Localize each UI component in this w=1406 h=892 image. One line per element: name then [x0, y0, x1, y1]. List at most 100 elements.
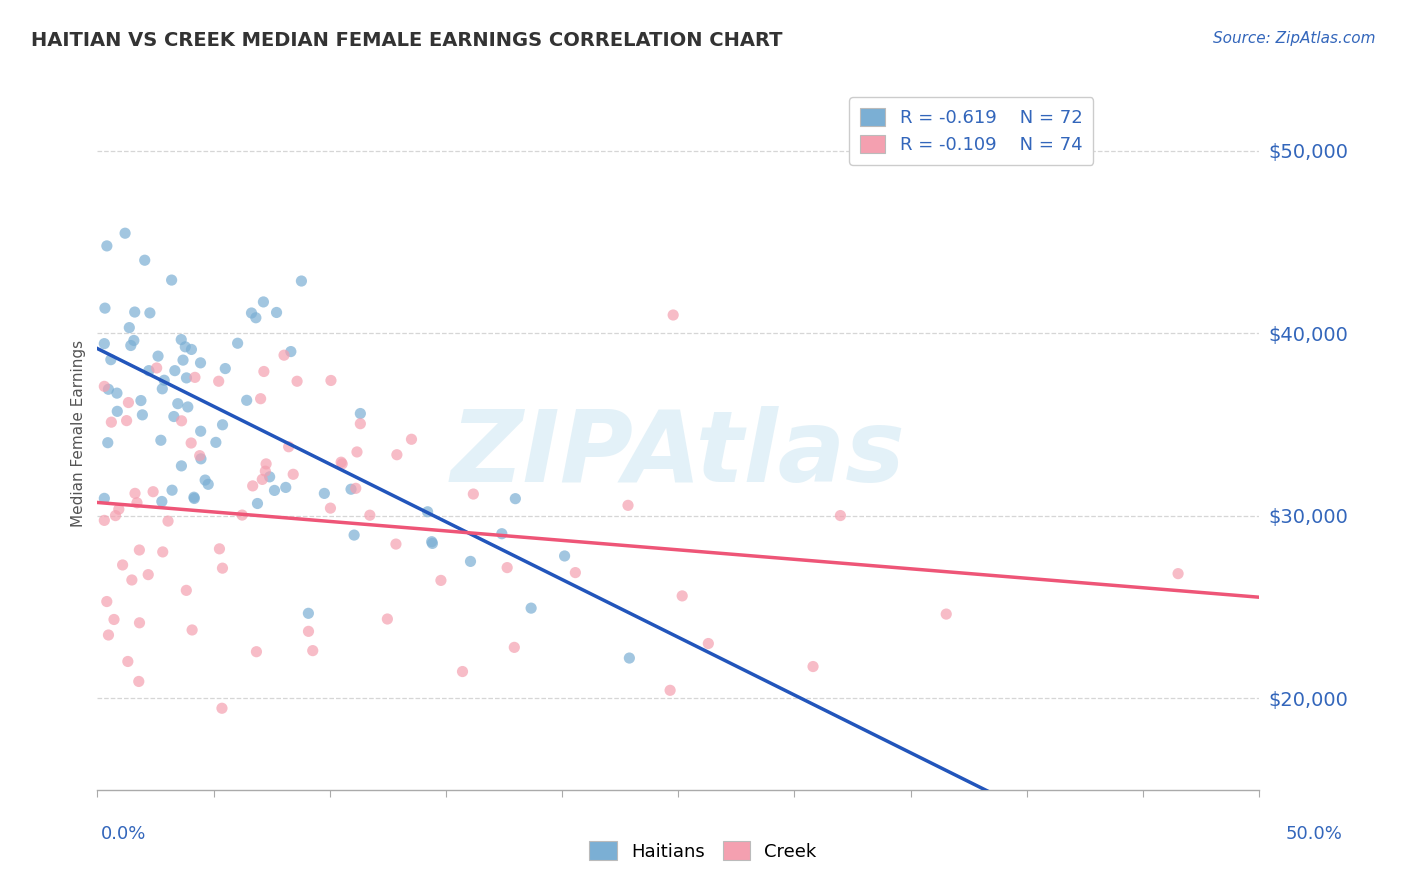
Point: [297, 624, 319, 639]
Point: [340, 482, 363, 496]
Point: [211, 701, 233, 715]
Point: [93, 491, 115, 506]
Point: [564, 566, 586, 580]
Point: [935, 607, 957, 621]
Point: [105, 386, 128, 401]
Point: [1167, 566, 1189, 581]
Point: [105, 404, 128, 418]
Point: [134, 253, 156, 268]
Point: [349, 417, 371, 431]
Text: HAITIAN VS CREEK MEDIAN FEMALE EARNINGS CORRELATION CHART: HAITIAN VS CREEK MEDIAN FEMALE EARNINGS …: [31, 31, 782, 50]
Point: [503, 640, 526, 655]
Point: [520, 601, 543, 615]
Point: [671, 589, 693, 603]
Text: 50.0%: 50.0%: [1286, 825, 1343, 843]
Point: [124, 486, 146, 500]
Point: [170, 414, 193, 428]
Point: [253, 364, 276, 378]
Point: [176, 371, 198, 385]
Point: [283, 467, 305, 482]
Point: [285, 374, 308, 388]
Point: [114, 226, 136, 240]
Point: [205, 435, 228, 450]
Point: [211, 561, 233, 575]
Point: [170, 333, 193, 347]
Point: [208, 541, 231, 556]
Point: [290, 274, 312, 288]
Point: [117, 395, 139, 409]
Point: [451, 665, 474, 679]
Point: [214, 361, 236, 376]
Point: [496, 560, 519, 574]
Point: [208, 374, 231, 388]
Point: [163, 409, 186, 424]
Point: [163, 364, 186, 378]
Point: [662, 308, 685, 322]
Point: [254, 464, 277, 478]
Point: [401, 432, 423, 446]
Point: [183, 491, 205, 506]
Point: [617, 499, 640, 513]
Point: [160, 483, 183, 498]
Point: [349, 407, 371, 421]
Point: [297, 607, 319, 621]
Point: [280, 344, 302, 359]
Legend: Haitians, Creek: Haitians, Creek: [581, 832, 825, 870]
Point: [226, 336, 249, 351]
Point: [128, 674, 150, 689]
Point: [619, 651, 641, 665]
Point: [252, 294, 274, 309]
Point: [138, 364, 160, 378]
Point: [108, 502, 131, 516]
Point: [319, 501, 342, 516]
Point: [240, 306, 263, 320]
Point: [346, 445, 368, 459]
Point: [153, 373, 176, 387]
Point: [235, 393, 257, 408]
Point: [491, 526, 513, 541]
Point: [149, 434, 172, 448]
Point: [344, 481, 367, 495]
Point: [96, 239, 118, 253]
Point: [254, 457, 277, 471]
Point: [121, 573, 143, 587]
Text: 0.0%: 0.0%: [101, 825, 146, 843]
Point: [697, 636, 720, 650]
Point: [136, 567, 159, 582]
Point: [124, 305, 146, 319]
Point: [231, 508, 253, 522]
Point: [190, 451, 212, 466]
Point: [301, 643, 323, 657]
Text: ZIPAtlas: ZIPAtlas: [451, 407, 905, 503]
Point: [430, 574, 453, 588]
Point: [97, 628, 120, 642]
Point: [111, 558, 134, 572]
Point: [157, 514, 180, 528]
Point: [128, 615, 150, 630]
Point: [246, 496, 269, 510]
Point: [211, 417, 233, 432]
Point: [131, 408, 153, 422]
Point: [659, 683, 682, 698]
Point: [104, 508, 127, 523]
Point: [142, 484, 165, 499]
Point: [180, 436, 202, 450]
Point: [259, 470, 281, 484]
Point: [97, 435, 120, 450]
Point: [184, 370, 207, 384]
Point: [128, 543, 150, 558]
Point: [416, 505, 439, 519]
Point: [117, 655, 139, 669]
Point: [190, 424, 212, 438]
Point: [177, 400, 200, 414]
Point: [100, 352, 122, 367]
Point: [180, 343, 202, 357]
Point: [252, 472, 274, 486]
Point: [422, 536, 444, 550]
Point: [120, 338, 142, 352]
Point: [277, 440, 299, 454]
Point: [460, 554, 482, 568]
Point: [463, 487, 485, 501]
Point: [150, 382, 173, 396]
Point: [330, 455, 353, 469]
